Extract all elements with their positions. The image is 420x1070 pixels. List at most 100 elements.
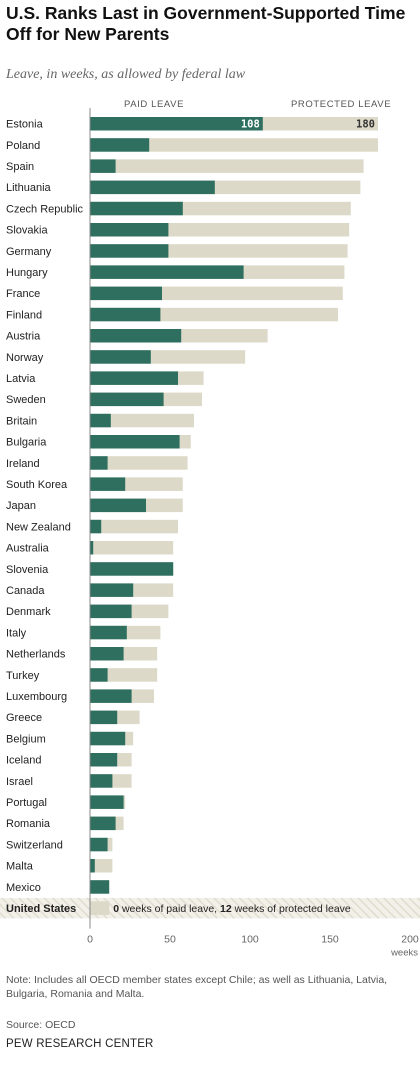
category-label-slovakia: Slovakia xyxy=(6,225,48,237)
paid-leave-bar-sweden xyxy=(90,392,164,407)
paid-leave-bar-finland xyxy=(90,307,161,322)
paid-leave-bar-spain xyxy=(90,159,116,173)
paid-leave-bar-austria xyxy=(90,329,182,343)
paid-leave-bar-israel xyxy=(90,774,113,788)
paid-leave-bar-luxembourg xyxy=(90,689,132,703)
category-label-germany: Germany xyxy=(6,246,52,258)
paid-leave-bar-denmark xyxy=(90,604,132,619)
category-label-greece: Greece xyxy=(6,712,42,724)
paid-leave-header: PAID LEAVE xyxy=(124,99,185,110)
paid-leave-bar-portugal xyxy=(90,795,124,809)
paid-leave-bar-czech-republic xyxy=(90,201,183,216)
protected-leave-bar-poland xyxy=(90,138,378,152)
paid-leave-bar-canada xyxy=(90,583,134,597)
paid-leave-bar-greece xyxy=(90,710,118,725)
category-label-romania: Romania xyxy=(6,818,51,830)
paid-leave-bar-iceland xyxy=(90,753,118,767)
category-label-hungary: Hungary xyxy=(6,267,48,279)
protected-leave-bar-australia xyxy=(90,541,174,555)
paid-leave-bar-lithuania xyxy=(90,180,215,195)
paid-leave-bar-italy xyxy=(90,625,127,640)
chart-subtitle: Leave, in weeks, as allowed by federal l… xyxy=(6,67,246,82)
category-label-netherlands: Netherlands xyxy=(6,649,66,661)
protected-leave-bar-malta xyxy=(90,859,113,873)
paid-leave-bar-slovenia xyxy=(90,562,174,576)
category-label-bulgaria: Bulgaria xyxy=(6,437,47,449)
x-axis-unit: weeks xyxy=(390,948,418,959)
category-label-norway: Norway xyxy=(6,352,44,364)
category-label-new-zealand: New Zealand xyxy=(6,521,71,533)
paid-leave-bar-hungary xyxy=(90,265,244,279)
paid-leave-bar-ireland xyxy=(90,456,108,470)
highlight-annotation: 0 weeks of paid leave, 12 weeks of prote… xyxy=(113,903,351,915)
category-label-mexico: Mexico xyxy=(6,882,41,894)
footnote: Note: Includes all OECD member states ex… xyxy=(6,974,388,1000)
protected-leave-bar-new-zealand xyxy=(90,519,178,534)
bar-chart: Estonia 108 180 Poland Spain Lithuania Czech R… xyxy=(0,108,420,959)
paid-leave-bar-romania xyxy=(90,816,116,831)
source-line: Source: OECD xyxy=(6,1019,76,1031)
paid-leave-bar-france xyxy=(90,286,162,301)
protected-leave-bar-ireland xyxy=(90,456,188,470)
category-label-britain: Britain xyxy=(6,415,37,427)
paid-leave-bar-belgium xyxy=(90,731,126,746)
category-label-switzerland: Switzerland xyxy=(6,839,63,851)
x-tick-label-0: 0 xyxy=(87,934,93,946)
protected-leave-bar-united-states xyxy=(90,901,110,915)
protected-leave-header: PROTECTED LEAVE xyxy=(291,99,392,110)
x-tick-label-50: 50 xyxy=(164,934,176,946)
protected-leave-bar-spain xyxy=(90,159,364,173)
category-label-united-states: United States xyxy=(6,903,76,915)
paid-leave-bar-norway xyxy=(90,350,151,364)
paid-leave-bar-poland xyxy=(90,138,150,152)
category-label-ireland: Ireland xyxy=(6,458,40,470)
category-label-sweden: Sweden xyxy=(6,394,46,406)
category-label-austria: Austria xyxy=(6,331,41,343)
category-label-finland: Finland xyxy=(6,309,42,321)
category-label-israel: Israel xyxy=(6,776,33,788)
category-label-iceland: Iceland xyxy=(6,755,41,767)
category-label-australia: Australia xyxy=(6,543,50,555)
paid-leave-bar-mexico xyxy=(90,880,110,894)
protected-leave-bar-britain xyxy=(90,413,194,428)
paid-leave-bar-germany xyxy=(90,244,169,258)
publisher-credit: PEW RESEARCH CENTER xyxy=(6,1038,154,1050)
paid-leave-bar-bulgaria xyxy=(90,435,180,449)
x-tick-label-100: 100 xyxy=(241,934,259,946)
paid-leave-bar-new-zealand xyxy=(90,519,102,534)
category-label-canada: Canada xyxy=(6,585,45,597)
paid-leave-bar-estonia xyxy=(90,117,263,131)
category-label-lithuania: Lithuania xyxy=(6,182,52,194)
x-tick-label-200: 200 xyxy=(401,934,419,946)
category-label-italy: Italy xyxy=(6,627,27,639)
protected-value-label: 180 xyxy=(356,119,375,131)
paid-leave-bar-japan xyxy=(90,498,146,513)
paid-leave-bar-slovakia xyxy=(90,223,169,237)
category-label-slovenia: Slovenia xyxy=(6,564,49,576)
paid-leave-bar-turkey xyxy=(90,668,108,682)
category-label-denmark: Denmark xyxy=(6,606,51,618)
category-label-japan: Japan xyxy=(6,500,36,512)
category-label-luxembourg: Luxembourg xyxy=(6,691,67,703)
category-label-estonia: Estonia xyxy=(6,119,44,131)
category-label-south-korea: South Korea xyxy=(6,479,68,491)
paid-leave-bar-netherlands xyxy=(90,647,124,661)
category-label-portugal: Portugal xyxy=(6,797,47,809)
category-label-malta: Malta xyxy=(6,861,34,873)
category-label-belgium: Belgium xyxy=(6,733,46,745)
category-label-turkey: Turkey xyxy=(6,670,40,682)
category-label-czech-republic: Czech Republic xyxy=(6,203,84,215)
x-tick-label-150: 150 xyxy=(321,934,339,946)
paid-leave-bar-malta xyxy=(90,859,95,873)
paid-leave-bar-australia xyxy=(90,541,94,555)
paid-leave-bar-latvia xyxy=(90,371,178,385)
category-label-poland: Poland xyxy=(6,140,40,152)
paid-leave-bar-south-korea xyxy=(90,477,126,491)
chart-title: U.S. Ranks Last in Government-Supported … xyxy=(6,3,406,44)
paid-leave-bar-switzerland xyxy=(90,837,108,852)
category-label-spain: Spain xyxy=(6,161,34,173)
category-label-france: France xyxy=(6,288,40,300)
category-label-latvia: Latvia xyxy=(6,373,36,385)
paid-leave-bar-britain xyxy=(90,413,111,428)
paid-value-label: 108 xyxy=(241,119,260,131)
